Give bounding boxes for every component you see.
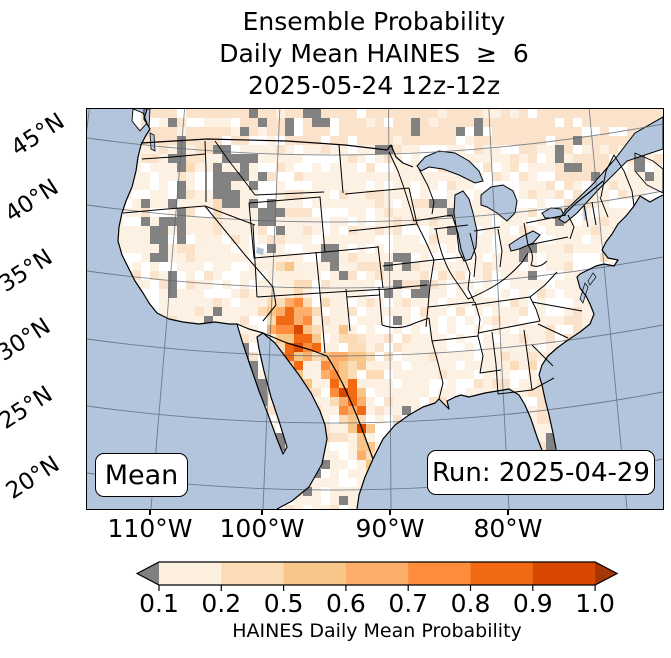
lake-erie bbox=[508, 230, 541, 252]
x-axis-tick bbox=[149, 509, 151, 515]
title-line-1: Ensemble Probability bbox=[242, 7, 506, 36]
colorbar-tick-label: 0.8 bbox=[451, 589, 491, 618]
delaware-bay bbox=[587, 272, 597, 286]
title-line-2: Daily Mean HAINES ≥ 6 bbox=[219, 39, 529, 68]
colorbar-tick-label: 0.7 bbox=[388, 589, 428, 618]
state-borders bbox=[122, 140, 635, 400]
probability-map bbox=[38, 56, 664, 510]
colorbar-axis-label: HAINES Daily Mean Probability bbox=[232, 620, 522, 642]
great-salt-lake bbox=[256, 247, 264, 255]
lat-tick-label: 45°N bbox=[6, 108, 70, 162]
title-line-3: 2025-05-24 12z-12z bbox=[247, 71, 501, 100]
x-axis-tick bbox=[261, 509, 263, 515]
run-annotation-box: Run: 2025-04-29 bbox=[427, 450, 655, 495]
lat-tick-label: 40°N bbox=[0, 174, 64, 228]
national-borders bbox=[140, 138, 604, 460]
x-axis-tick bbox=[507, 509, 509, 515]
colorbar-tick-label: 0.6 bbox=[326, 589, 366, 618]
map-plot-area bbox=[38, 56, 664, 510]
x-axis-tick bbox=[389, 509, 391, 515]
lat-tick-label: 25°N bbox=[0, 381, 58, 435]
lon-tick-label: 80°W bbox=[473, 514, 543, 543]
lat-tick-label: 20°N bbox=[1, 451, 65, 505]
mean-annotation-box: Mean bbox=[95, 453, 188, 497]
lon-tick-label: 100°W bbox=[219, 514, 305, 543]
lake-superior bbox=[416, 150, 484, 184]
us-canada-border-east bbox=[563, 180, 604, 216]
colorbar-tick-label: 1.0 bbox=[575, 589, 615, 618]
run-label: Run: 2025-04-29 bbox=[432, 457, 650, 488]
colorbar-tick-label: 0.2 bbox=[201, 589, 241, 618]
colorbar-tick-label: 0.9 bbox=[513, 589, 553, 618]
us-canada-border bbox=[140, 138, 414, 168]
lake-huron bbox=[480, 184, 518, 222]
colorbar: 0.1 0.2 0.5 0.6 0.7 0.8 0.9 1.0 bbox=[135, 561, 619, 618]
lon-tick-label: 110°W bbox=[107, 514, 193, 543]
coastlines bbox=[117, 108, 664, 510]
lon-tick-label: 90°W bbox=[355, 514, 425, 543]
mean-label: Mean bbox=[104, 459, 179, 491]
lat-tick-label: 35°N bbox=[0, 244, 58, 298]
colorbar-tick-label: 0.1 bbox=[139, 589, 179, 618]
lat-tick-label: 30°N bbox=[0, 313, 56, 367]
colorbar-tick-label: 0.5 bbox=[264, 589, 304, 618]
us-mexico-border bbox=[236, 323, 374, 460]
